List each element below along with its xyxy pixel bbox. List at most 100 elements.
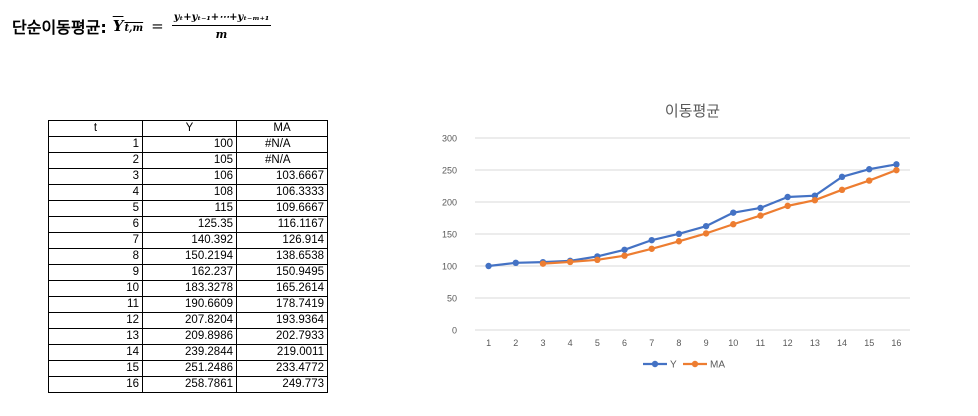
y-tick-label: 200 xyxy=(442,198,457,208)
data-point-y xyxy=(811,192,819,199)
cell-ma[interactable]: 249.773 xyxy=(236,376,328,393)
cell-t[interactable]: 15 xyxy=(48,360,143,377)
x-tick-label: 14 xyxy=(837,338,847,348)
cell-y[interactable]: 140.392 xyxy=(142,232,237,249)
header-y[interactable]: Y xyxy=(142,120,237,137)
chart-title: 이동평균 xyxy=(665,103,720,120)
y-tick-label: 300 xyxy=(442,134,457,144)
cell-y[interactable]: 150.2194 xyxy=(142,248,237,265)
cell-y[interactable]: 258.7861 xyxy=(142,376,237,393)
legend-marker-y xyxy=(651,360,659,368)
cell-ma[interactable]: #N/A xyxy=(236,152,328,169)
cell-ma[interactable]: 106.3333 xyxy=(236,184,328,201)
cell-ma[interactable]: 109.6667 xyxy=(236,200,328,217)
header-t[interactable]: t xyxy=(48,120,143,137)
header-ma[interactable]: MA xyxy=(236,120,328,137)
data-point-y xyxy=(838,173,846,181)
cell-y[interactable]: 207.8204 xyxy=(142,312,237,329)
table-row: 4 108 106.3333 xyxy=(48,184,328,201)
cell-t[interactable]: 3 xyxy=(48,168,143,185)
y-tick-label: 100 xyxy=(442,262,457,272)
cell-ma[interactable]: 219.0011 xyxy=(236,344,328,361)
data-point-ma xyxy=(866,177,873,184)
data-point-ma xyxy=(539,260,547,267)
cell-t[interactable]: 4 xyxy=(48,184,143,201)
cell-y[interactable]: 125.35 xyxy=(142,216,237,233)
cell-t[interactable]: 11 xyxy=(48,296,143,313)
cell-t[interactable]: 13 xyxy=(48,328,143,345)
data-point-y xyxy=(621,246,628,253)
data-point-y xyxy=(702,222,710,230)
cell-ma[interactable]: 233.4772 xyxy=(236,360,328,377)
data-point-ma xyxy=(675,238,683,245)
cell-ma[interactable]: 165.2614 xyxy=(236,280,328,297)
cell-ma[interactable]: 103.6667 xyxy=(236,168,328,185)
table-row: 15 251.2486 233.4772 xyxy=(48,360,328,377)
cell-ma[interactable]: #N/A xyxy=(236,136,328,153)
data-table: t Y MA 1 100 #N/A 2 105 #N/A 3 106 103.6667 4 108 1… xyxy=(48,120,328,393)
legend-label-ma: MA xyxy=(710,360,725,371)
data-point-ma xyxy=(811,197,819,204)
cell-t[interactable]: 2 xyxy=(48,152,143,169)
cell-ma[interactable]: 193.9364 xyxy=(236,312,328,329)
x-tick-label: 2 xyxy=(513,338,518,348)
table-row: 13 209.8986 202.7933 xyxy=(48,328,328,345)
cell-y[interactable]: 162.237 xyxy=(142,264,237,281)
data-point-y xyxy=(485,262,492,270)
table-row: 2 105 #N/A xyxy=(48,152,328,169)
cell-ma[interactable]: 178.7419 xyxy=(236,296,328,313)
x-tick-label: 15 xyxy=(864,338,874,348)
formula-equals: = xyxy=(151,17,164,35)
x-tick-label: 9 xyxy=(704,338,709,348)
series-line-ma xyxy=(542,169,897,265)
table-row: 10 183.3278 165.2614 xyxy=(48,280,328,297)
cell-ma[interactable]: 116.1167 xyxy=(236,216,328,233)
table-row: 14 239.2844 219.0011 xyxy=(48,344,328,361)
cell-ma[interactable]: 202.7933 xyxy=(236,328,328,345)
cell-y[interactable]: 105 xyxy=(142,152,237,169)
cell-t[interactable]: 16 xyxy=(48,376,143,393)
x-tick-label: 16 xyxy=(891,338,901,348)
table-header-row: t Y MA xyxy=(48,120,328,137)
cell-y[interactable]: 100 xyxy=(142,136,237,153)
cell-y[interactable]: 115 xyxy=(142,200,237,217)
cell-y[interactable]: 190.6609 xyxy=(142,296,237,313)
data-point-y xyxy=(893,161,900,168)
cell-y[interactable]: 106 xyxy=(142,168,237,185)
cell-t[interactable]: 1 xyxy=(48,136,143,153)
cell-t[interactable]: 7 xyxy=(48,232,143,249)
cell-y[interactable]: 183.3278 xyxy=(142,280,237,297)
cell-ma[interactable]: 126.914 xyxy=(236,232,328,249)
cell-y[interactable]: 108 xyxy=(142,184,237,201)
x-tick-label: 8 xyxy=(676,338,681,348)
y-tick-label: 0 xyxy=(452,326,457,336)
table-row: 1 100 #N/A xyxy=(48,136,328,153)
x-tick-label: 7 xyxy=(649,338,654,348)
x-tick-label: 10 xyxy=(728,338,738,348)
cell-t[interactable]: 10 xyxy=(48,280,143,297)
x-tick-label: 11 xyxy=(756,338,765,348)
x-tick-label: 13 xyxy=(810,338,820,348)
cell-t[interactable]: 5 xyxy=(48,200,143,217)
cell-t[interactable]: 14 xyxy=(48,344,143,361)
data-point-ma xyxy=(648,245,655,252)
data-point-y xyxy=(757,204,764,212)
formula-lhs-sub: t,m xyxy=(124,23,144,34)
legend-label-y: Y xyxy=(670,360,677,371)
data-point-ma xyxy=(566,258,574,266)
cell-t[interactable]: 8 xyxy=(48,248,143,265)
data-point-ma xyxy=(621,252,628,259)
cell-ma[interactable]: 138.6538 xyxy=(236,248,328,265)
cell-t[interactable]: 12 xyxy=(48,312,143,329)
cell-t[interactable]: 6 xyxy=(48,216,143,233)
cell-y[interactable]: 251.2486 xyxy=(142,360,237,377)
cell-ma[interactable]: 150.9495 xyxy=(236,264,328,281)
cell-t[interactable]: 9 xyxy=(48,264,143,281)
cell-y[interactable]: 209.8986 xyxy=(142,328,237,345)
y-tick-label: 250 xyxy=(442,166,457,176)
y-tick-label: 50 xyxy=(447,294,457,304)
table-row: 3 106 103.6667 xyxy=(48,168,328,185)
cell-y[interactable]: 239.2844 xyxy=(142,344,237,361)
data-point-ma xyxy=(730,221,737,228)
